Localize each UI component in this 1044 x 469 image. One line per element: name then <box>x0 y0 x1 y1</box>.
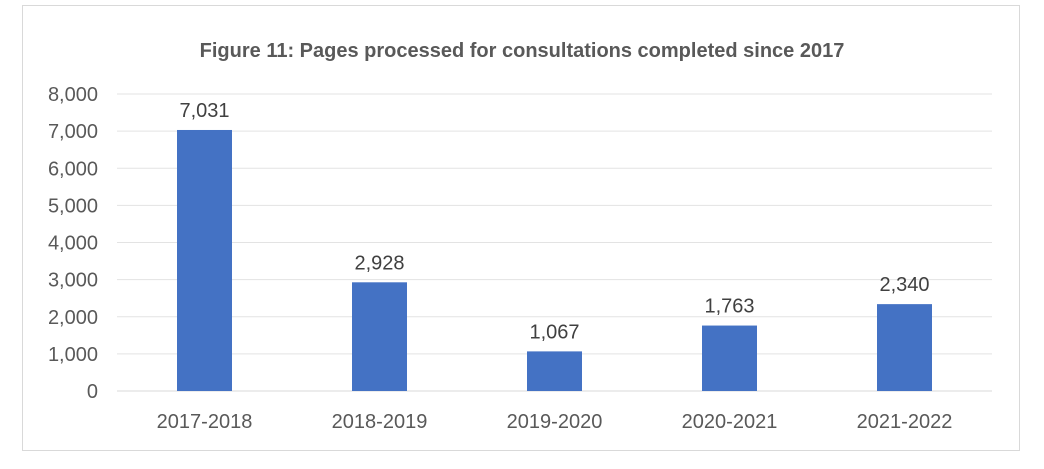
chart-title: Figure 11: Pages processed for consultat… <box>199 40 845 62</box>
x-tick-label: 2020-2021 <box>682 411 778 433</box>
y-tick-label: 6,000 <box>48 158 98 180</box>
y-tick-label: 3,000 <box>48 270 98 292</box>
x-tick-label: 2019-2020 <box>507 411 603 433</box>
y-tick-label: 0 <box>87 381 98 403</box>
y-tick-label: 7,000 <box>48 121 98 143</box>
x-tick-label: 2017-2018 <box>157 411 253 433</box>
y-tick-label: 5,000 <box>48 195 98 217</box>
y-tick-label: 4,000 <box>48 233 98 255</box>
y-tick-label: 8,000 <box>48 84 98 106</box>
bar <box>877 304 932 391</box>
y-tick-label: 2,000 <box>48 307 98 329</box>
y-tick-label: 1,000 <box>48 344 98 366</box>
bar <box>352 282 407 391</box>
x-tick-label: 2021-2022 <box>857 411 953 433</box>
chart-frame <box>22 5 1020 451</box>
x-tick-label: 2018-2019 <box>332 411 428 433</box>
bar <box>527 351 582 391</box>
data-label: 2,340 <box>879 274 929 296</box>
data-label: 1,067 <box>529 321 579 343</box>
data-label: 2,928 <box>354 252 404 274</box>
data-label: 7,031 <box>179 100 229 122</box>
bar <box>177 129 232 391</box>
bar <box>702 325 757 391</box>
data-label: 1,763 <box>704 296 754 318</box>
